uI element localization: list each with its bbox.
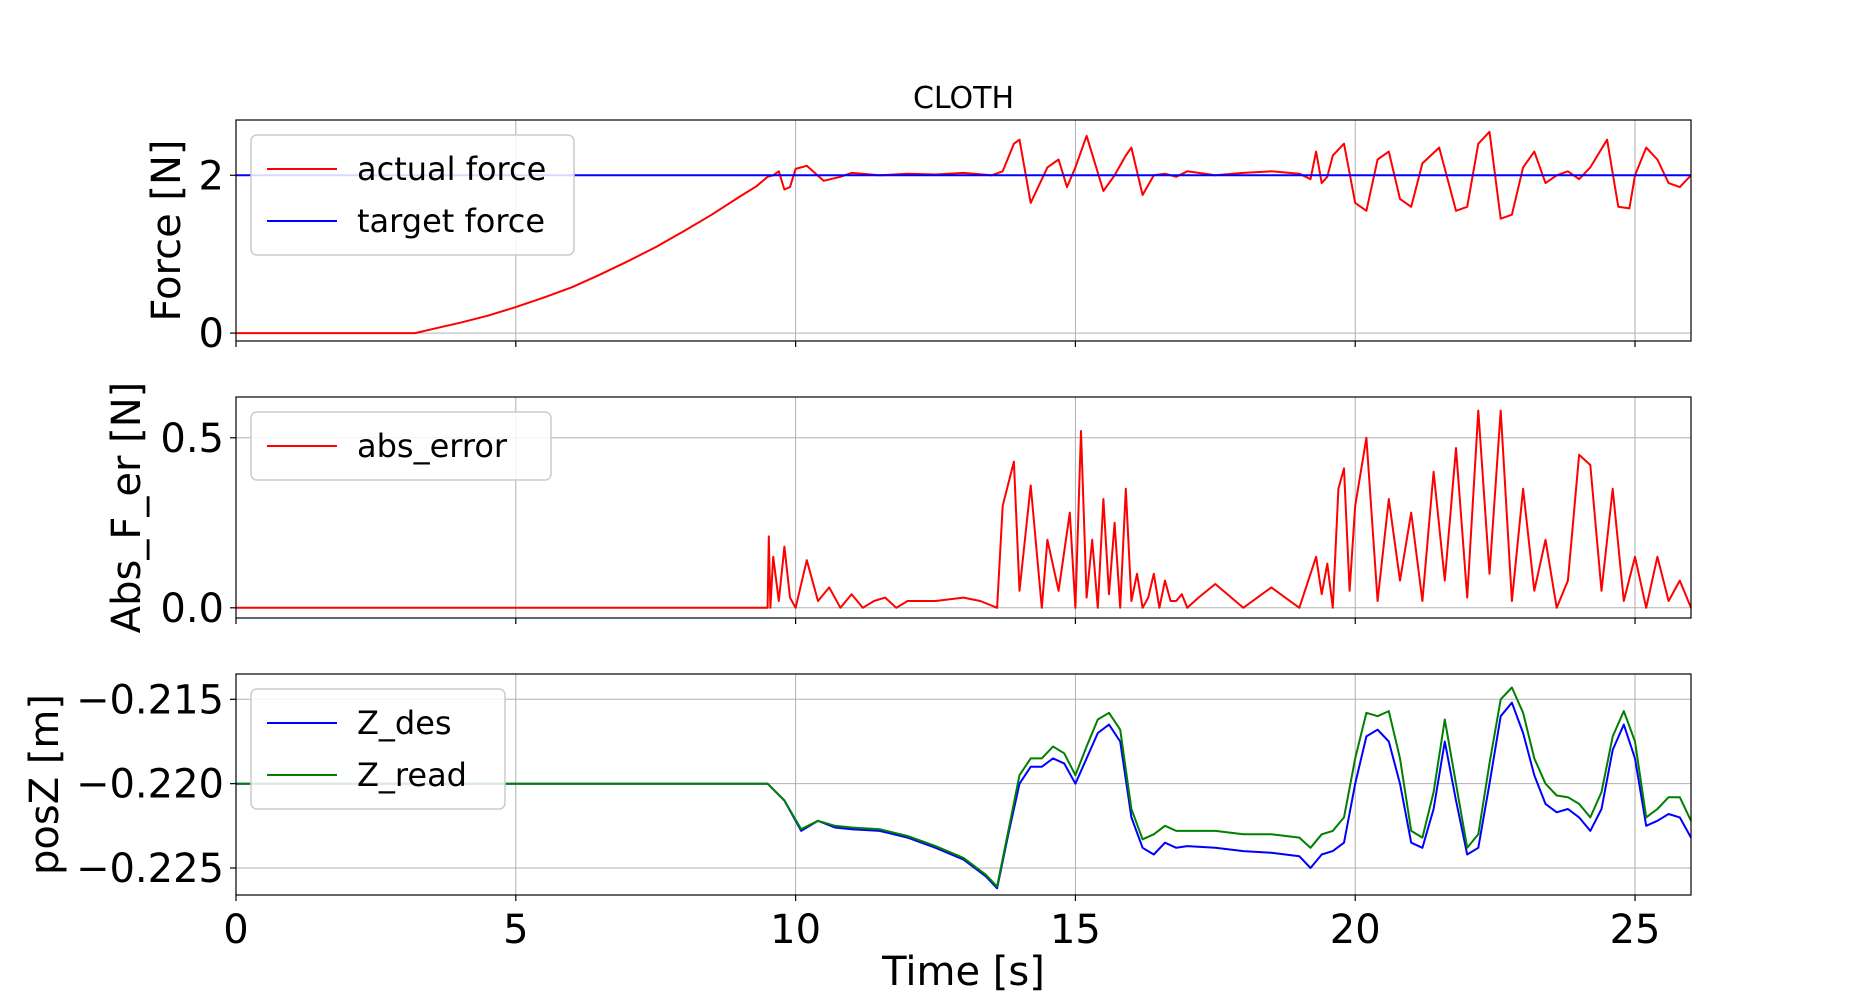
x-tick-label: 25: [1610, 907, 1661, 953]
y-tick-label: −0.220: [76, 762, 224, 808]
legend: abs_error: [250, 411, 552, 481]
legend-box: [250, 134, 575, 256]
legend-label-Z_des: Z_des: [357, 704, 452, 742]
x-tick-label: 15: [1050, 907, 1101, 953]
y-tick-label: 0.0: [160, 586, 224, 632]
subplot-3: −0.225 −0.220 −0.215 0 5 10 15 20 25 posZ [m] Time…: [22, 673, 1692, 991]
y-tick-label: −0.225: [76, 846, 224, 892]
legend: Z_des Z_read: [250, 688, 506, 810]
axes-frame: [235, 396, 1692, 619]
legend-label-Z_read: Z_read: [357, 756, 467, 794]
x-tick-label: 0: [223, 907, 248, 953]
legend-box: [250, 411, 552, 481]
series-line-Z_read: [236, 686, 1692, 888]
axes-frame: [235, 119, 1692, 342]
y-tick-label: 0: [199, 311, 224, 357]
x-tick-label: 20: [1330, 907, 1381, 953]
y-tick-label: 2: [199, 153, 224, 199]
y-tick-label: −0.215: [76, 677, 224, 723]
legend-label-abs_error: abs_error: [357, 427, 508, 465]
x-tick-label: 10: [770, 907, 821, 953]
x-axis-label: Time [s]: [881, 949, 1045, 991]
x-tick-label: 5: [503, 907, 528, 953]
series-line-Z_des: [236, 701, 1692, 890]
legend-label-actual force: actual force: [357, 150, 546, 188]
series-line-abs_error: [236, 409, 1692, 609]
y-axis-label: posZ [m]: [22, 694, 68, 875]
legend-box: [250, 688, 506, 810]
y-tick-label: 0.5: [160, 416, 224, 462]
legend-label-target force: target force: [357, 202, 545, 240]
legend: actual force target force: [250, 134, 575, 256]
axes-frame: [235, 673, 1692, 896]
chart-title: CLOTH: [913, 81, 1014, 116]
series-line-actual force: [236, 130, 1692, 335]
y-axis-label: Abs_F_er [N]: [104, 382, 150, 634]
y-axis-label: Force [N]: [144, 139, 190, 321]
